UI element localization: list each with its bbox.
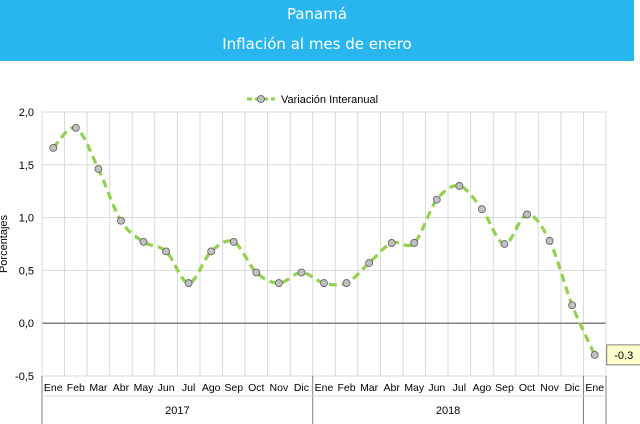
y-tick-label: 1,5: [19, 160, 34, 172]
x-tick-label: Jun: [158, 382, 175, 394]
data-point: [500, 240, 509, 248]
data-point: [49, 144, 58, 152]
x-tick-label: Nov: [540, 382, 559, 394]
data-point: [252, 268, 261, 277]
data-point: [94, 165, 103, 173]
title-banner: Panamá Inflación al mes de enero: [0, 0, 634, 61]
x-tick-label: Jun: [428, 382, 445, 394]
data-point: [365, 259, 374, 267]
x-tick-label: Feb: [338, 382, 356, 394]
data-point: [139, 237, 148, 246]
x-tick-label: Ago: [202, 382, 221, 394]
data-point: [455, 182, 464, 190]
x-tick-label: Abr: [113, 382, 130, 394]
line-chart: -0,5 0,0 0,5 1,0 1,5 2,0 Porcentajes Ene Feb Mar A…: [0, 94, 640, 424]
data-point: [297, 268, 306, 277]
y-tick-label: 1,0: [19, 213, 34, 225]
plot-area-border: [41, 111, 607, 377]
x-tick-label: Sep: [224, 382, 243, 394]
x-tick-label: Oct: [519, 382, 535, 394]
year-group-label: 2018: [436, 405, 460, 417]
data-point: [478, 205, 486, 214]
data-point: [387, 239, 396, 247]
data-point: [432, 195, 441, 204]
data-point: [229, 237, 238, 246]
legend-swatch-marker: [257, 95, 265, 103]
banner-title-country: Panamá: [286, 5, 348, 23]
x-tick-label: Jul: [453, 382, 466, 394]
x-tick-label: May: [404, 382, 425, 394]
x-tick-label: Sep: [495, 382, 514, 394]
data-point: [568, 301, 577, 310]
data-point: [162, 247, 170, 256]
x-tick-label: Mar: [360, 382, 379, 394]
data-point: [184, 279, 193, 287]
data-point: [71, 123, 80, 132]
year-group-label: 2017: [165, 405, 189, 417]
data-point: [117, 216, 125, 225]
banner-title-subtitle: Inflación al mes de enero: [222, 35, 412, 53]
x-tick-label: Nov: [270, 382, 289, 394]
data-point: [207, 247, 216, 256]
x-tick-label: Dic: [294, 382, 309, 394]
data-point: [320, 279, 328, 287]
x-tick-label: Ene: [585, 382, 604, 394]
data-point: [590, 350, 599, 359]
x-tick-label: Feb: [67, 382, 85, 394]
annotation-label: -0.3: [614, 350, 633, 362]
y-tick-label: 0,5: [19, 265, 34, 277]
legend-label: Variación Interanual: [281, 94, 378, 106]
y-tick-label: 0,0: [19, 318, 34, 330]
x-tick-label: Mar: [89, 382, 108, 394]
x-tick-label: Dic: [565, 382, 580, 394]
y-axis-label: Porcentajes: [0, 214, 10, 273]
x-tick-label: May: [134, 382, 155, 394]
y-tick-label: 2,0: [19, 107, 34, 119]
x-tick-label: Abr: [384, 382, 401, 394]
x-tick-label: Ago: [473, 382, 492, 394]
y-tick-label: -0,5: [15, 371, 34, 383]
data-point: [545, 236, 554, 245]
series-line-variacion-interanual: [52, 125, 597, 356]
x-tick-label: Jul: [182, 382, 195, 394]
data-point: [342, 279, 351, 287]
annotation-box: [606, 344, 640, 366]
data-point: [523, 210, 531, 219]
x-tick-label: Oct: [248, 382, 264, 394]
x-tick-label: Ene: [315, 382, 334, 394]
x-tick-label: Ene: [44, 382, 63, 394]
data-point: [410, 239, 419, 247]
data-point: [274, 279, 283, 287]
